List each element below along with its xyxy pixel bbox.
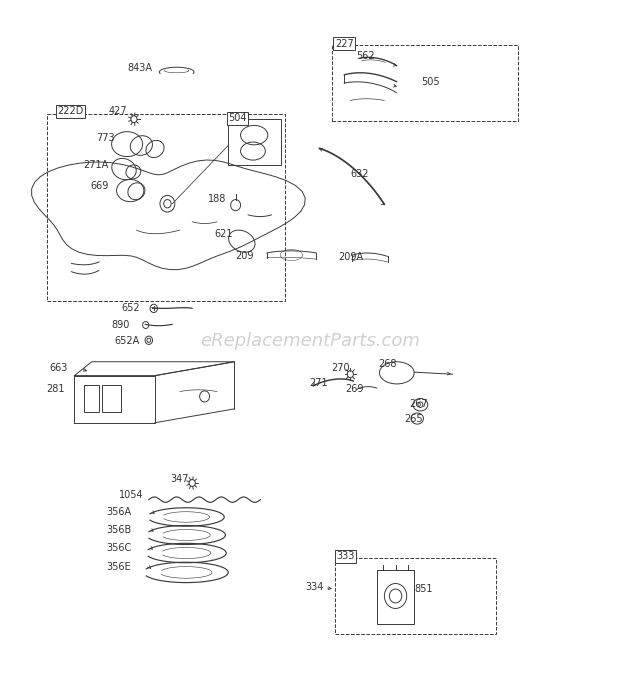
Text: 188: 188 <box>208 195 226 204</box>
Text: eReplacementParts.com: eReplacementParts.com <box>200 332 420 350</box>
Bar <box>84 385 99 412</box>
Text: 265: 265 <box>404 414 423 424</box>
Text: 504: 504 <box>228 114 247 123</box>
Bar <box>228 119 281 165</box>
Text: 222D: 222D <box>58 107 84 116</box>
Bar <box>332 45 518 121</box>
Text: 890: 890 <box>112 320 130 330</box>
Text: 505: 505 <box>422 77 440 87</box>
Text: 773: 773 <box>96 134 115 143</box>
Text: 227: 227 <box>335 39 353 49</box>
Text: 267: 267 <box>409 399 428 409</box>
Bar <box>377 570 414 624</box>
Text: 333: 333 <box>337 552 355 561</box>
Bar <box>46 114 285 301</box>
Bar <box>102 385 121 412</box>
Text: 621: 621 <box>214 229 232 239</box>
Text: 632: 632 <box>350 169 369 179</box>
Text: 334: 334 <box>305 582 324 592</box>
Text: 209: 209 <box>236 251 254 261</box>
Text: 270: 270 <box>332 363 350 373</box>
Text: 663: 663 <box>50 363 68 373</box>
Text: 281: 281 <box>46 384 65 394</box>
Text: 347: 347 <box>170 474 189 484</box>
Text: 843A: 843A <box>127 63 152 73</box>
Text: 652: 652 <box>121 304 140 313</box>
Text: 356A: 356A <box>107 507 132 517</box>
Text: 271A: 271A <box>84 161 109 170</box>
Text: 427: 427 <box>108 107 127 116</box>
Text: 669: 669 <box>90 181 108 191</box>
Text: 851: 851 <box>414 584 433 594</box>
Text: 271: 271 <box>309 378 327 388</box>
Text: 1054: 1054 <box>119 491 144 500</box>
Text: 269: 269 <box>345 384 364 394</box>
Text: 356B: 356B <box>107 525 132 535</box>
Text: 268: 268 <box>378 359 397 369</box>
Text: 356E: 356E <box>107 563 131 572</box>
Text: 209A: 209A <box>338 252 363 262</box>
Text: 562: 562 <box>356 51 375 61</box>
Text: 356C: 356C <box>107 543 132 553</box>
Bar <box>335 558 496 634</box>
Text: 652A: 652A <box>115 337 140 346</box>
